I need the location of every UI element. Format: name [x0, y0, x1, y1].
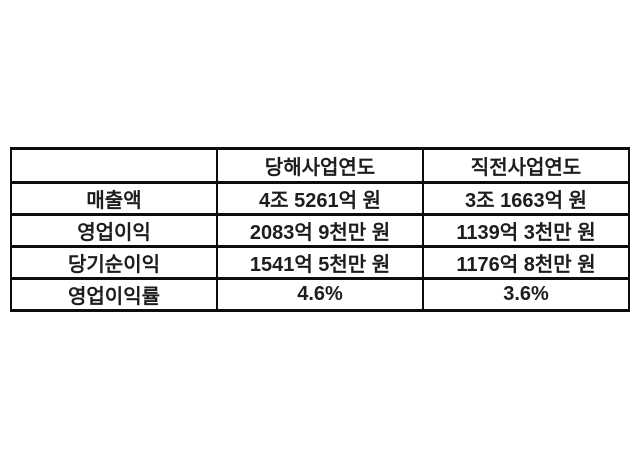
header-current-fiscal-year: 당해사업연도 — [216, 147, 424, 184]
cell-operating-margin-current: 4.6% — [216, 277, 424, 312]
financial-summary-table: 당해사업연도 직전사업연도 매출액 4조 5261억 원 3조 1663억 원 … — [10, 147, 630, 312]
cell-operating-profit-current: 2083억 9천만 원 — [216, 213, 424, 248]
header-empty-cell — [10, 147, 218, 184]
cell-net-income-previous: 1176억 8천만 원 — [422, 245, 630, 280]
cell-operating-profit-previous: 1139억 3천만 원 — [422, 213, 630, 248]
row-label-net-income: 당기순이익 — [10, 245, 218, 280]
row-label-operating-profit: 영업이익 — [10, 213, 218, 248]
header-previous-fiscal-year: 직전사업연도 — [422, 147, 630, 184]
row-label-operating-margin: 영업이익률 — [10, 277, 218, 312]
cell-revenue-current: 4조 5261억 원 — [216, 181, 424, 216]
table-row-operating-margin: 영업이익률 4.6% 3.6% — [10, 277, 630, 312]
table-row-net-income: 당기순이익 1541억 5천만 원 1176억 8천만 원 — [10, 245, 630, 280]
cell-operating-margin-previous: 3.6% — [422, 277, 630, 312]
cell-net-income-current: 1541억 5천만 원 — [216, 245, 424, 280]
table-row-revenue: 매출액 4조 5261억 원 3조 1663억 원 — [10, 181, 630, 216]
table-row-operating-profit: 영업이익 2083억 9천만 원 1139억 3천만 원 — [10, 213, 630, 248]
table-header-row: 당해사업연도 직전사업연도 — [10, 147, 630, 184]
cell-revenue-previous: 3조 1663억 원 — [422, 181, 630, 216]
row-label-revenue: 매출액 — [10, 181, 218, 216]
